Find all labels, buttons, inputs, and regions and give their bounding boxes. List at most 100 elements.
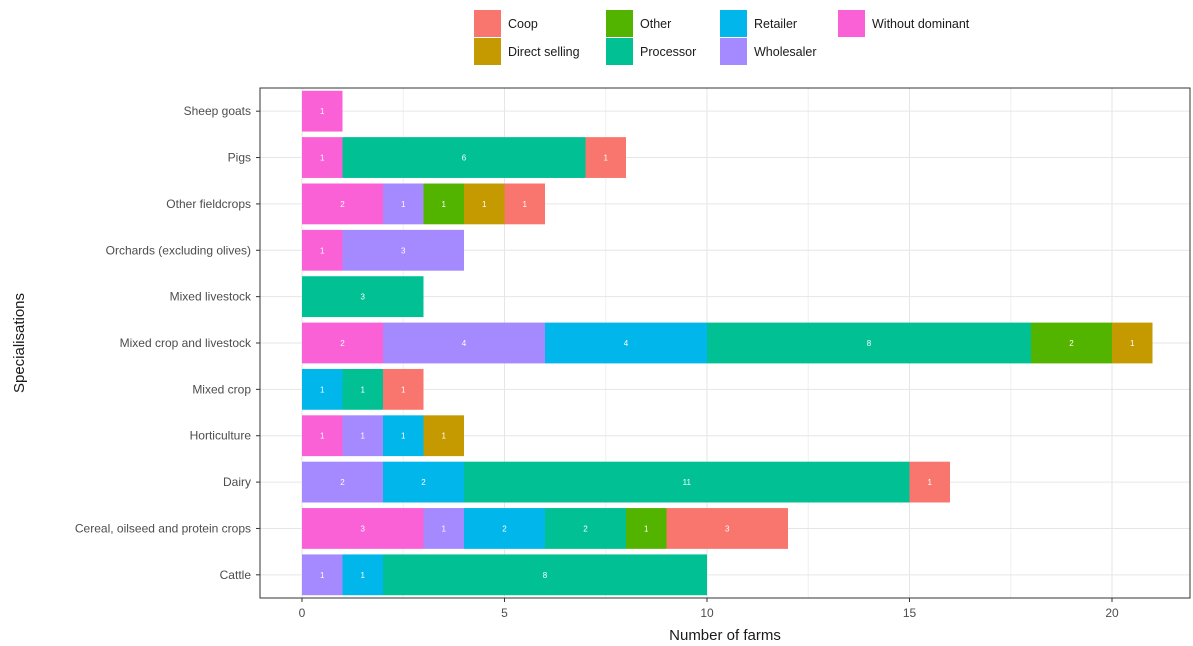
bar-value-label: 1 bbox=[320, 154, 325, 163]
bar-segment-wholesaler bbox=[302, 554, 343, 596]
bar-value-label: 1 bbox=[442, 524, 447, 533]
legend-label: Direct selling bbox=[508, 45, 580, 59]
bar-segment-direct-selling bbox=[464, 183, 505, 225]
bar-value-label: 1 bbox=[361, 432, 366, 441]
y-tick-label: Sheep goats bbox=[184, 104, 251, 118]
bar-value-label: 2 bbox=[421, 478, 426, 487]
bar-segment-processor bbox=[383, 554, 707, 596]
y-tick-label: Pigs bbox=[228, 151, 251, 165]
bar-segment-coop bbox=[504, 183, 545, 225]
bar-segment-retailer bbox=[545, 322, 707, 364]
bar-value-label: 1 bbox=[644, 524, 649, 533]
bar-segment-retailer bbox=[383, 415, 424, 457]
bar-value-label: 1 bbox=[320, 432, 325, 441]
y-tick-label: Mixed crop bbox=[192, 382, 251, 396]
bar-group-sheep-goats: 1 bbox=[302, 90, 343, 132]
bar-segment-retailer bbox=[302, 368, 343, 410]
legend-key bbox=[606, 10, 633, 37]
legend-item-coop: Coop bbox=[474, 10, 538, 37]
bar-segment-retailer bbox=[383, 461, 464, 503]
legend-item-other: Other bbox=[606, 10, 671, 37]
bar-value-label: 1 bbox=[320, 246, 325, 255]
bar-segment-without-dominant bbox=[302, 322, 383, 364]
x-axis-title: Number of farms bbox=[669, 627, 781, 644]
y-tick-label: Cattle bbox=[220, 568, 252, 582]
bar-segment-without-dominant bbox=[302, 90, 343, 132]
bar-value-label: 1 bbox=[320, 571, 325, 580]
y-axis: Sheep goats Pigs Other fieldcrops Orchards … bbox=[75, 104, 260, 582]
legend-label: Wholesaler bbox=[754, 45, 817, 59]
legend-key bbox=[606, 38, 633, 65]
bar-value-label: 2 bbox=[502, 524, 507, 533]
bar-segment-without-dominant bbox=[302, 137, 343, 178]
bar-value-label: 2 bbox=[1069, 339, 1074, 348]
legend-item-retailer: Retailer bbox=[720, 10, 797, 37]
bar-segment-wholesaler bbox=[383, 183, 424, 225]
bar-value-label: 1 bbox=[320, 107, 325, 116]
y-tick-label: Dairy bbox=[223, 475, 251, 489]
bar-segment-direct-selling bbox=[1112, 322, 1153, 364]
bar-segment-without-dominant bbox=[302, 183, 383, 225]
legend-label: Other bbox=[640, 17, 671, 31]
y-tick-label: Horticulture bbox=[190, 429, 252, 443]
bar-segment-processor bbox=[342, 137, 586, 178]
bar-segment-processor bbox=[302, 276, 424, 318]
bar-value-label: 1 bbox=[523, 200, 528, 209]
bar-value-label: 2 bbox=[583, 524, 588, 533]
bar-value-label: 3 bbox=[361, 524, 366, 533]
bar-segment-processor bbox=[464, 461, 910, 503]
legend-label: Without dominant bbox=[872, 17, 970, 31]
bar-value-label: 4 bbox=[624, 339, 629, 348]
y-tick-label: Other fieldcrops bbox=[166, 197, 251, 211]
bar-value-label: 4 bbox=[462, 339, 467, 348]
bar-value-label: 2 bbox=[340, 200, 345, 209]
legend-key bbox=[838, 10, 865, 37]
bar-segment-other bbox=[423, 183, 464, 225]
bar-value-label: 6 bbox=[462, 154, 467, 163]
bar-group-dairy: 2 2 11 1 bbox=[302, 461, 950, 503]
legend-key bbox=[474, 38, 501, 65]
bar-segment-coop bbox=[666, 508, 788, 549]
x-axis: 0 5 10 15 20 bbox=[299, 598, 1119, 620]
legend-item-direct-selling: Direct selling bbox=[474, 38, 580, 65]
legend-item-processor: Processor bbox=[606, 38, 696, 65]
bar-group-horticulture: 1 1 1 1 bbox=[302, 415, 464, 457]
y-tick-label: Cereal, oilseed and protein crops bbox=[75, 521, 251, 535]
bar-segment-wholesaler bbox=[342, 415, 383, 457]
bar-group-mixed-crop: 1 1 1 bbox=[302, 368, 424, 410]
legend-item-wholesaler: Wholesaler bbox=[720, 38, 817, 65]
bar-segment-wholesaler bbox=[302, 461, 383, 503]
bar-segment-direct-selling bbox=[423, 415, 464, 457]
bar-segment-coop bbox=[585, 137, 626, 178]
y-axis-title: Specialisations bbox=[11, 293, 28, 393]
bar-value-label: 3 bbox=[725, 524, 730, 533]
bar-group-pigs: 1 6 1 bbox=[302, 137, 626, 178]
bar-value-label: 1 bbox=[361, 385, 366, 394]
bar-value-label: 1 bbox=[604, 154, 609, 163]
legend-key bbox=[720, 10, 747, 37]
bar-segment-other bbox=[626, 508, 667, 549]
y-tick-label: Mixed crop and livestock bbox=[120, 336, 252, 350]
bar-value-label: 8 bbox=[867, 339, 872, 348]
bar-value-label: 1 bbox=[442, 432, 447, 441]
bar-value-label: 1 bbox=[320, 385, 325, 394]
bar-segment-coop bbox=[383, 368, 424, 410]
bar-segment-without-dominant bbox=[302, 508, 424, 549]
bar-value-label: 3 bbox=[361, 293, 366, 302]
bar-segment-retailer bbox=[342, 554, 383, 596]
bar-group-cattle: 1 1 8 bbox=[302, 554, 707, 596]
legend-key bbox=[720, 38, 747, 65]
bar-group-other-fieldcrops: 2 1 1 1 1 bbox=[302, 183, 545, 225]
x-tick-label: 20 bbox=[1105, 606, 1119, 620]
bar-value-label: 1 bbox=[482, 200, 487, 209]
bar-value-label: 1 bbox=[1130, 339, 1135, 348]
bar-value-label: 1 bbox=[442, 200, 447, 209]
bars: 11 6 12 1 1 1 11 332 4 4 8 2 11 1 11 1 1 12 2 11 13 1 2 2 1 31 1 8 bbox=[302, 90, 1153, 596]
x-tick-label: 15 bbox=[903, 606, 917, 620]
x-tick-label: 0 bbox=[299, 606, 306, 620]
bar-segment-processor bbox=[342, 368, 383, 410]
bar-segment-without-dominant bbox=[302, 415, 343, 457]
x-tick-label: 10 bbox=[700, 606, 714, 620]
